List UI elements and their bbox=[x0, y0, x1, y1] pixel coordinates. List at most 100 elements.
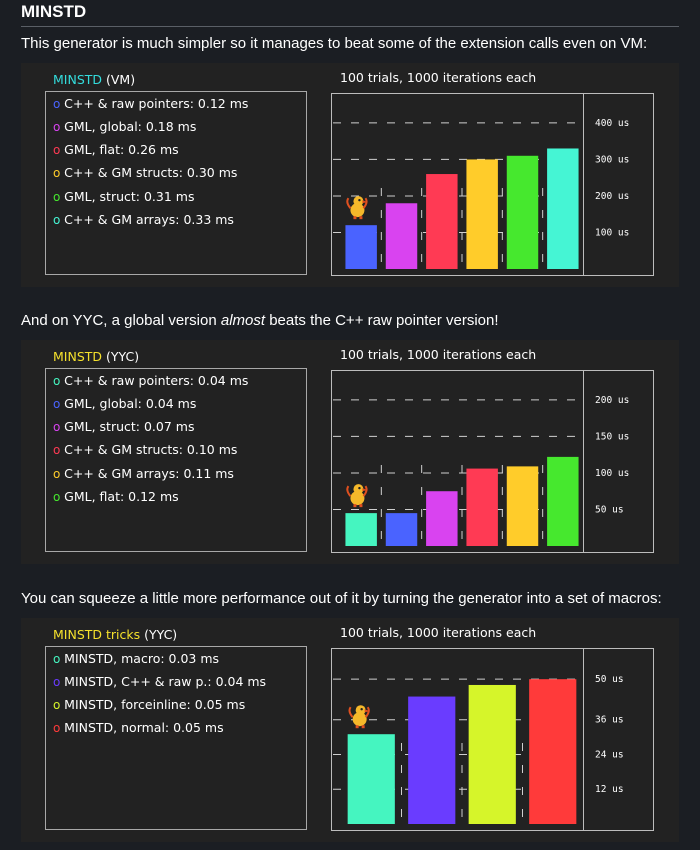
y-tick-label: 100 us bbox=[595, 468, 629, 479]
bar bbox=[385, 203, 418, 269]
duck-mascot-icon bbox=[346, 484, 368, 508]
bar bbox=[529, 679, 577, 824]
heading-divider bbox=[21, 26, 679, 27]
legend-item: o MINSTD, forceinline: 0.05 ms bbox=[53, 697, 245, 712]
legend-title-name: MINSTD tricks bbox=[53, 627, 141, 642]
legend-marker: o bbox=[53, 166, 65, 180]
y-tick-label: 24 us bbox=[595, 749, 624, 760]
chart-title: 100 trials, 1000 iterations each bbox=[340, 347, 537, 362]
legend-label: MINSTD, macro: 0.03 ms bbox=[64, 651, 220, 666]
legend-item: o GML, flat: 0.26 ms bbox=[53, 142, 179, 157]
legend-item: o C++ & GM structs: 0.30 ms bbox=[53, 165, 237, 180]
legend-item: o C++ & GM arrays: 0.33 ms bbox=[53, 212, 234, 227]
bar bbox=[345, 225, 377, 269]
legend-label: C++ & GM arrays: 0.33 ms bbox=[64, 212, 234, 227]
legend-item: o MINSTD, C++ & raw p.: 0.04 ms bbox=[53, 674, 266, 689]
paragraph-macros: You can squeeze a little more performanc… bbox=[21, 590, 662, 607]
legend-box bbox=[45, 91, 307, 275]
legend-item: o GML, struct: 0.31 ms bbox=[53, 189, 194, 204]
legend-item: o C++ & GM arrays: 0.11 ms bbox=[53, 466, 234, 481]
legend-item: o MINSTD, normal: 0.05 ms bbox=[53, 720, 224, 735]
legend-label: C++ & raw pointers: 0.04 ms bbox=[64, 373, 249, 388]
legend-label: GML, flat: 0.12 ms bbox=[64, 489, 179, 504]
bar bbox=[408, 696, 456, 824]
bar bbox=[468, 684, 516, 824]
legend-marker: o bbox=[53, 652, 65, 666]
paragraph-yyc: And on YYC, a global version almost beat… bbox=[21, 312, 499, 329]
plot-frame bbox=[331, 370, 654, 553]
bar bbox=[426, 491, 458, 546]
y-tick-label: 100 us bbox=[595, 227, 629, 238]
legend-item: o C++ & raw pointers: 0.04 ms bbox=[53, 373, 248, 388]
legend-label: GML, global: 0.04 ms bbox=[64, 396, 197, 411]
benchmark-panel-tricks: MINSTD tricks (YYC) o MINSTD, macro: 0.0… bbox=[21, 618, 679, 842]
paragraph-yyc-end: beats the C++ raw pointer version! bbox=[265, 312, 499, 329]
bar bbox=[345, 513, 377, 546]
bar-chart: 12 us 24 us 36 us 50 us bbox=[331, 648, 654, 831]
legend-title: MINSTD (VM) bbox=[53, 72, 135, 87]
chart-title: 100 trials, 1000 iterations each bbox=[340, 625, 537, 640]
legend-marker: o bbox=[53, 467, 65, 481]
bar bbox=[547, 456, 579, 546]
benchmark-panel-yyc: MINSTD (YYC) o C++ & raw pointers: 0.04 … bbox=[21, 340, 679, 564]
legend-item: o GML, flat: 0.12 ms bbox=[53, 489, 179, 504]
legend-marker: o bbox=[53, 213, 65, 227]
legend-marker: o bbox=[53, 97, 65, 111]
legend-box bbox=[45, 368, 307, 552]
legend-title: MINSTD tricks (YYC) bbox=[53, 627, 177, 642]
legend-marker: o bbox=[53, 397, 65, 411]
paragraph-yyc-start: And on YYC, a global version bbox=[21, 312, 221, 329]
legend-title-suffix: (YYC) bbox=[102, 349, 140, 364]
bar bbox=[466, 159, 498, 269]
legend-marker: o bbox=[53, 675, 65, 689]
legend-label: C++ & GM arrays: 0.11 ms bbox=[64, 466, 234, 481]
legend-label: GML, global: 0.18 ms bbox=[64, 119, 197, 134]
y-tick-label: 150 us bbox=[595, 431, 629, 442]
bar bbox=[466, 468, 498, 546]
legend-label: C++ & raw pointers: 0.12 ms bbox=[64, 96, 249, 111]
y-tick-label: 200 us bbox=[595, 191, 629, 202]
y-tick-label: 50 us bbox=[595, 674, 624, 685]
bar bbox=[547, 148, 579, 269]
legend-box bbox=[45, 646, 307, 830]
legend-marker: o bbox=[53, 443, 65, 457]
paragraph-vm: This generator is much simpler so it man… bbox=[21, 35, 648, 52]
legend-label: GML, struct: 0.07 ms bbox=[64, 419, 195, 434]
bar bbox=[506, 466, 539, 546]
legend-item: o GML, global: 0.18 ms bbox=[53, 119, 196, 134]
legend-item: o GML, global: 0.04 ms bbox=[53, 396, 196, 411]
y-tick-label: 12 us bbox=[595, 784, 624, 795]
y-tick-label: 300 us bbox=[595, 154, 629, 165]
y-tick-label: 50 us bbox=[595, 504, 624, 515]
legend-title-suffix: (VM) bbox=[102, 72, 136, 87]
legend-marker: o bbox=[53, 374, 65, 388]
legend-marker: o bbox=[53, 490, 65, 504]
chart-title: 100 trials, 1000 iterations each bbox=[340, 70, 537, 85]
bar-chart: 50 us 100 us 150 us 200 us bbox=[331, 370, 654, 553]
legend-item: o MINSTD, macro: 0.03 ms bbox=[53, 651, 219, 666]
legend-title-suffix: (YYC) bbox=[140, 627, 178, 642]
legend-marker: o bbox=[53, 698, 65, 712]
benchmark-panel-vm: MINSTD (VM) o C++ & raw pointers: 0.12 m… bbox=[21, 63, 679, 287]
legend-label: C++ & GM structs: 0.10 ms bbox=[64, 442, 238, 457]
legend-label: GML, struct: 0.31 ms bbox=[64, 189, 195, 204]
legend-title-name: MINSTD bbox=[53, 349, 103, 364]
legend-label: GML, flat: 0.26 ms bbox=[64, 142, 179, 157]
bar-chart: 100 us 200 us 300 us 400 us bbox=[331, 93, 654, 276]
y-tick-label: 200 us bbox=[595, 395, 629, 406]
legend-title-name: MINSTD bbox=[53, 72, 103, 87]
section-heading: MINSTD bbox=[21, 2, 87, 21]
paragraph-yyc-emphasis: almost bbox=[220, 312, 266, 329]
bar bbox=[426, 174, 458, 269]
y-tick-label: 36 us bbox=[595, 715, 624, 726]
legend-title: MINSTD (YYC) bbox=[53, 349, 139, 364]
legend-marker: o bbox=[53, 143, 65, 157]
legend-marker: o bbox=[53, 420, 65, 434]
legend-marker: o bbox=[53, 721, 65, 735]
plot-frame bbox=[331, 93, 654, 276]
legend-marker: o bbox=[53, 120, 65, 134]
duck-mascot-icon bbox=[348, 705, 370, 729]
y-tick-label: 400 us bbox=[595, 118, 629, 129]
bar bbox=[347, 734, 395, 824]
legend-marker: o bbox=[53, 190, 65, 204]
